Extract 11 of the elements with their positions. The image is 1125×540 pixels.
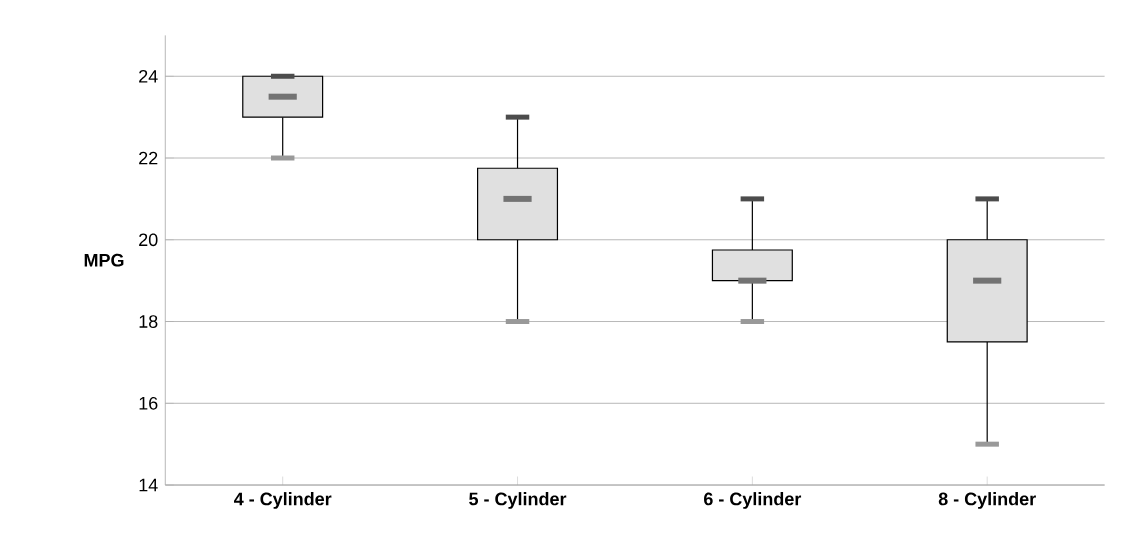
x-tick-label: 6 - Cylinder bbox=[704, 491, 802, 509]
y-tick-label: 14 bbox=[139, 478, 158, 492]
y-tick-label: 20 bbox=[139, 233, 158, 246]
y-axis-title: MPG bbox=[84, 253, 124, 267]
y-tick-label: 16 bbox=[139, 396, 158, 410]
y-tick-label: 18 bbox=[139, 314, 158, 328]
x-tick-label: 8 - Cylinder bbox=[938, 491, 1036, 509]
y-tick-label: 22 bbox=[139, 151, 158, 165]
y-tick-label: 24 bbox=[139, 69, 158, 83]
x-tick-label: 5 - Cylinder bbox=[469, 491, 567, 509]
x-tick-label: 4 - Cylinder bbox=[234, 491, 332, 509]
